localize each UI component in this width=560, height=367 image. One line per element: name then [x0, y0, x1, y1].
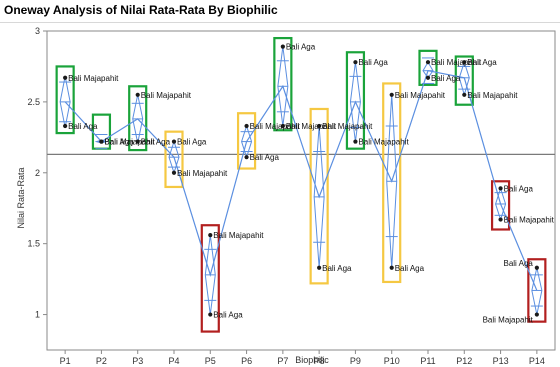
point-label: Bali Aga: [104, 138, 134, 147]
plot-frame: [46, 30, 556, 351]
x-tick-label: P12: [456, 356, 472, 366]
point-label: Bali Aga: [503, 259, 533, 268]
data-point: [498, 217, 503, 222]
highlight-box-p7: [273, 36, 293, 132]
y-axis-title: Nilai Rata-Rata: [16, 167, 26, 228]
highlight-box-p9: [345, 51, 366, 150]
x-tick-label: P6: [241, 356, 252, 366]
point-label: Bali Aga: [322, 264, 352, 273]
point-label: Bali Majapahit: [141, 91, 192, 100]
highlight-box-p1: [55, 65, 75, 135]
data-point: [171, 139, 177, 144]
x-tick-label: P3: [132, 356, 143, 366]
data-point: [498, 186, 503, 191]
oneway-plot: 1 1.5 2 2.5 3 P1 P2 P3 P4 P5 P6 P7 P8 P9 P10 P11 P12 P13 P…: [16, 26, 556, 366]
y-tick-label: 1: [35, 310, 40, 320]
highlight-box-p10: [382, 82, 402, 284]
data-point: [171, 170, 177, 175]
point-label: Bali Aga: [68, 122, 98, 131]
x-axis-title: Biophilic: [295, 355, 329, 365]
data-point: [63, 75, 68, 80]
point-label: Bali Majapahit: [213, 231, 264, 240]
y-tick-label: 1.5: [27, 239, 40, 249]
data-point: [462, 60, 467, 65]
point-label: Bali Aga: [177, 138, 207, 147]
data-point: [353, 139, 358, 144]
y-tick-label: 2.5: [27, 97, 40, 107]
data-point: [425, 75, 431, 80]
point-label: Bali Aga: [395, 264, 425, 273]
x-tick-label: P2: [96, 356, 107, 366]
highlight-box-p11: [418, 49, 438, 86]
point-label: Bali Aga: [286, 43, 316, 52]
point-label: Bali Aga: [250, 153, 280, 162]
x-tick-label: P13: [493, 356, 509, 366]
point-label: Bali Majapahit: [395, 91, 446, 100]
highlight-box-p13: [490, 180, 511, 231]
highlight-box-p4: [164, 130, 184, 189]
highlight-box-p14: [527, 258, 547, 323]
point-label: Bali Majapahit: [504, 216, 555, 225]
point-label: Bali Majapahit: [250, 122, 301, 131]
data-point: [389, 265, 394, 270]
data-point: [63, 123, 68, 129]
highlight-box-p3: [128, 85, 148, 152]
point-label: Bali Majapahit: [467, 91, 518, 100]
data-point: [317, 123, 322, 129]
mean-connect-line: [64, 70, 538, 291]
point-label: Bali Majapahit: [286, 122, 337, 131]
x-tick-label: P1: [60, 356, 71, 366]
x-tick-label: P5: [205, 356, 216, 366]
data-point: [244, 155, 249, 160]
y-tick-label: 2: [35, 168, 40, 178]
point-label: Bali Aga: [431, 74, 461, 83]
y-tick-label: 3: [35, 26, 40, 36]
data-point: [425, 60, 431, 65]
chart-title: Oneway Analysis of Nilai Rata-Rata By Bi…: [4, 3, 278, 17]
data-point: [534, 265, 539, 270]
data-point: [280, 123, 285, 129]
data-point: [280, 44, 285, 49]
x-tick-label: P11: [420, 356, 435, 366]
data-point: [244, 123, 249, 129]
data-point: [135, 92, 140, 97]
analysis-header: Oneway Analysis of Nilai Rata-Rata By Bi…: [0, 0, 560, 23]
highlight-box-p8: [309, 107, 329, 285]
point-label: Bali Aga: [213, 311, 243, 320]
data-point: [317, 265, 322, 270]
x-tick-label: P14: [529, 356, 545, 366]
point-label: Bali Majapahit: [322, 122, 373, 131]
point-label: Bali Majapahit: [358, 138, 409, 147]
point-label: Bali Aga: [141, 138, 171, 147]
data-point: [534, 312, 539, 317]
point-label: Bali Aga: [467, 58, 497, 67]
x-tick-label: P4: [168, 356, 179, 366]
data-point: [389, 92, 394, 97]
highlight-box-p5: [200, 224, 220, 333]
highlight-box-p12: [454, 55, 474, 106]
point-label: Bali Aga: [504, 184, 534, 193]
point-label: Bali Majapahit: [483, 316, 534, 325]
x-tick-label: P10: [384, 356, 400, 366]
point-label: Bali Majapahit: [104, 138, 155, 147]
data-point: [135, 139, 140, 144]
point-label: Bali Majapahit: [177, 169, 228, 178]
point-label: Bali Majapahit: [431, 58, 482, 67]
data-point: [462, 92, 467, 97]
data-point: [353, 60, 358, 65]
highlight-box-p6: [236, 112, 257, 170]
point-label: Bali Majapahit: [68, 74, 119, 83]
data-point: [99, 139, 104, 144]
x-tick-label: P8: [314, 356, 325, 366]
data-point: [208, 233, 213, 238]
data-point: [208, 312, 213, 317]
x-tick-label: P9: [350, 356, 361, 366]
point-label: Bali Aga: [358, 58, 388, 67]
x-tick-label: P7: [277, 356, 288, 366]
